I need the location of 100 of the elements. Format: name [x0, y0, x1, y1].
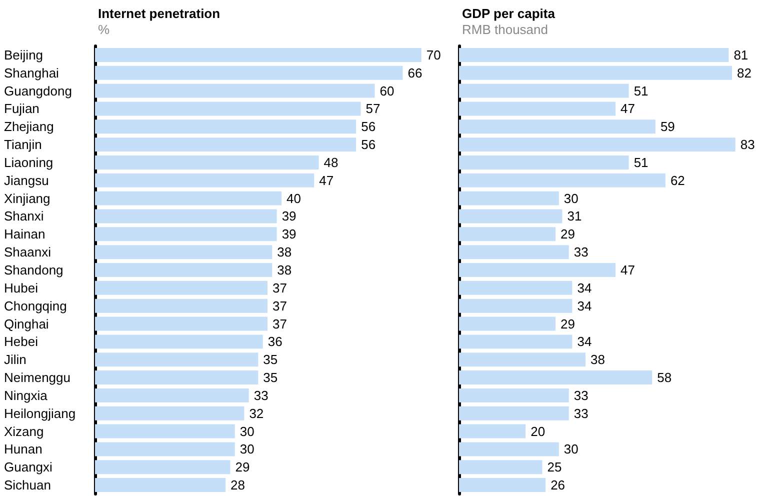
data-label: 29 [560, 226, 576, 242]
bar [459, 424, 526, 438]
bar [95, 352, 258, 367]
data-label: 26 [550, 478, 566, 493]
y-tick-label: Hebei [4, 334, 38, 350]
bar [459, 298, 572, 313]
data-label: 47 [620, 262, 635, 278]
data-label: 38 [590, 352, 605, 368]
bar [459, 120, 656, 134]
bar [95, 424, 235, 438]
data-label: 51 [634, 83, 648, 98]
y-tick-label: Jilin [4, 352, 26, 368]
data-label: 34 [577, 280, 592, 296]
data-label: 30 [564, 442, 578, 457]
bar [95, 155, 319, 170]
data-label: 33 [574, 244, 588, 260]
bar [459, 84, 629, 98]
bar [95, 227, 277, 242]
bar [95, 173, 314, 188]
data-label: 47 [319, 172, 334, 188]
y-tick-label: Xizang [4, 424, 44, 439]
data-label: 62 [670, 172, 685, 188]
data-label: 70 [426, 47, 441, 62]
bar [459, 280, 572, 295]
data-label: 40 [286, 190, 301, 206]
data-label: 30 [240, 424, 254, 439]
data-label: 37 [272, 316, 287, 332]
bar [95, 209, 277, 224]
y-tick-label: Shandong [4, 262, 64, 278]
data-label: 33 [574, 406, 588, 421]
data-label: 56 [361, 119, 376, 134]
data-label: 39 [282, 208, 296, 224]
bar [95, 48, 422, 62]
data-label: 20 [530, 424, 546, 439]
bar [459, 155, 629, 170]
data-label: 34 [577, 298, 592, 314]
data-label: 38 [277, 262, 292, 278]
y-tick-label: Shanghai [4, 65, 60, 80]
bar [459, 102, 616, 116]
bar [459, 316, 556, 331]
y-tick-label: Qinghai [4, 316, 49, 332]
bar [459, 442, 559, 456]
y-tick-label: Shanxi [4, 208, 44, 224]
chart-title: GDP per capita [462, 6, 556, 21]
data-label: 81 [734, 47, 748, 62]
y-tick-label: Jiangsu [4, 172, 49, 188]
data-label: 33 [574, 388, 588, 403]
bar [95, 388, 249, 402]
bar [95, 406, 244, 420]
y-tick-label: Hunan [4, 442, 42, 457]
bar [95, 280, 268, 295]
y-tick-label: Neimenggu [4, 370, 70, 386]
y-tick-label: Guangdong [4, 83, 72, 98]
data-label: 66 [408, 65, 422, 80]
bar [459, 66, 732, 80]
bar [459, 209, 562, 224]
y-tick-label: Liaoning [4, 154, 54, 170]
data-label: 25 [547, 460, 562, 475]
data-label: 82 [737, 65, 752, 80]
bar [95, 120, 356, 134]
bar [459, 227, 556, 242]
bar [95, 370, 258, 385]
data-label: 30 [240, 442, 254, 457]
bar [95, 316, 268, 331]
data-label: 58 [657, 370, 672, 386]
bar [459, 48, 729, 62]
bar [95, 84, 375, 98]
bar [95, 245, 272, 260]
data-label: 39 [282, 226, 296, 242]
data-label: 48 [324, 154, 338, 170]
y-tick-label: Xinjiang [4, 190, 50, 206]
bar [95, 298, 268, 313]
bar [95, 191, 282, 206]
y-tick-label: Ningxia [4, 388, 48, 403]
data-label: 35 [263, 370, 278, 386]
data-label: 36 [268, 334, 282, 350]
bar [459, 173, 666, 188]
y-tick-label: Guangxi [4, 460, 53, 475]
data-label: 29 [235, 460, 250, 475]
y-tick-label: Fujian [4, 101, 40, 116]
y-tick-label: Beijing [4, 47, 44, 62]
y-tick-label: Chongqing [4, 298, 67, 314]
data-label: 83 [740, 137, 755, 152]
data-label: 38 [277, 244, 292, 260]
data-label: 51 [634, 154, 648, 170]
chart-title: Internet penetration [98, 6, 220, 21]
data-label: 30 [564, 190, 578, 206]
data-label: 33 [254, 388, 268, 403]
y-tick-label: Hubei [4, 280, 38, 296]
bar [459, 370, 652, 385]
data-label: 56 [361, 137, 376, 152]
data-label: 57 [366, 101, 380, 116]
data-label: 37 [272, 298, 287, 314]
bar [459, 478, 546, 492]
y-tick-label: Heilongjiang [4, 406, 76, 421]
chart-subtitle: RMB thousand [462, 22, 548, 37]
y-tick-label: Tianjin [4, 137, 42, 152]
data-label: 37 [272, 280, 287, 296]
bar [95, 442, 235, 456]
bar [459, 245, 569, 260]
